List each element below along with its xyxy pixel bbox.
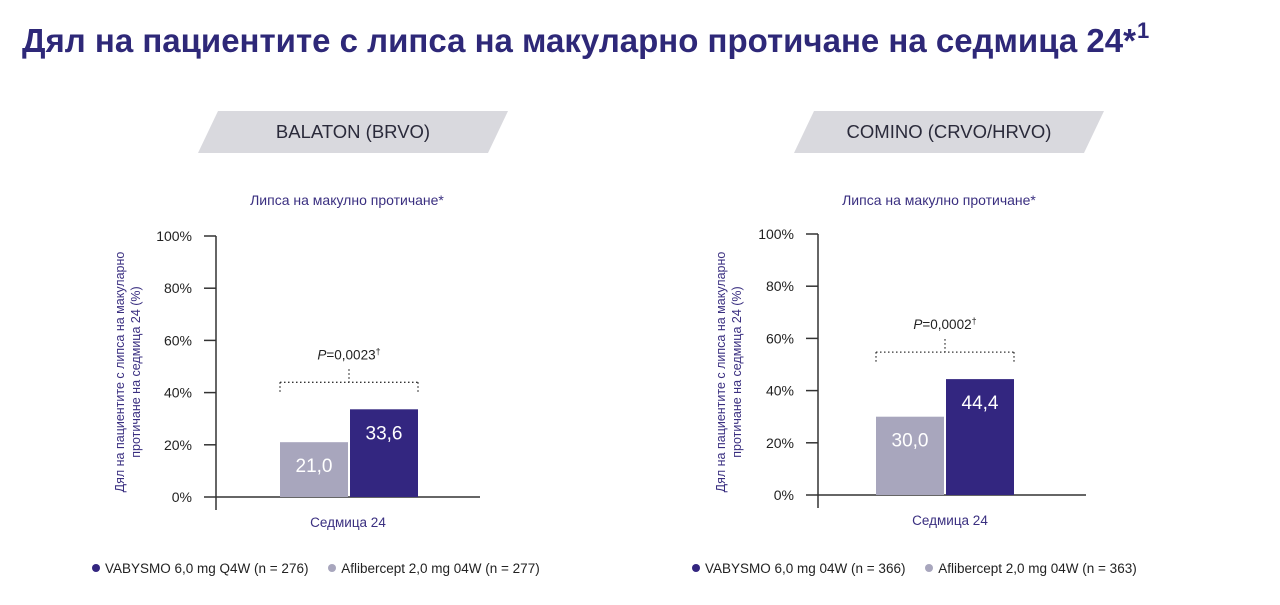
y-tick-label: 40% (766, 383, 794, 399)
p-value-label: P=0,0002† (913, 316, 976, 332)
bar-vabysmo (350, 409, 418, 497)
chart-title: Липса на макулно протичане* (250, 192, 444, 208)
study-banner: BALATON (BRVO) (198, 111, 508, 153)
bar-vabysmo (946, 379, 1014, 495)
page-title-text: Дял на пациентите с липса на макуларно п… (22, 22, 1136, 59)
y-tick-label: 100% (758, 226, 794, 242)
banner-label: COMINO (CRVO/HRVO) (846, 121, 1052, 142)
legend-swatch-vabysmo (92, 564, 100, 572)
legend-label-aflibercept: Aflibercept 2,0 mg 04W (n = 277) (341, 560, 540, 576)
legend-item-vabysmo: VABYSMO 6,0 mg 04W (n = 366) (692, 561, 905, 576)
bar-value-label: 33,6 (366, 423, 403, 444)
y-tick-label: 60% (164, 332, 192, 348)
banner-shape (794, 111, 1104, 153)
y-tick-label: 20% (164, 437, 192, 453)
legend-swatch-aflibercept (925, 564, 934, 572)
legend-label-vabysmo: VABYSMO 6,0 mg 04W (n = 366) (705, 560, 906, 576)
y-tick-label: 40% (164, 385, 192, 401)
legend-swatch-vabysmo (692, 564, 700, 572)
x-category-label: Седмица 24 (912, 513, 988, 528)
bar-value-label: 21,0 (296, 456, 333, 477)
legend-item-aflibercept: Aflibercept 2,0 mg 04W (n = 277) (328, 560, 540, 576)
legend-item-vabysmo: VABYSMO 6,0 mg Q4W (n = 276) (92, 561, 308, 576)
page-title-footnote: 1 (1136, 18, 1150, 43)
legend: VABYSMO 6,0 mg Q4W (n = 276) Aflibercept… (92, 560, 556, 576)
study-banner: COMINO (CRVO/HRVO) (794, 111, 1104, 153)
chart-title: Липса на макулно протичане* (842, 192, 1036, 208)
legend-swatch-aflibercept (328, 564, 337, 572)
legend-label-aflibercept: Aflibercept 2,0 mg 04W (n = 363) (938, 560, 1137, 576)
y-tick-label: 60% (766, 330, 794, 346)
bar-chart: 0% 20% 40% 60% 80% 100% 21,0 33,6 P=0,0023† Седми… (156, 228, 480, 530)
y-tick-label: 20% (766, 435, 794, 451)
y-tick-label: 0% (774, 487, 794, 503)
y-tick-label: 100% (156, 228, 192, 244)
legend-item-aflibercept: Aflibercept 2,0 mg 04W (n = 363) (925, 560, 1137, 576)
bar-value-label: 44,4 (962, 393, 999, 414)
p-value-label: P=0,0023† (317, 346, 380, 362)
legend-label-vabysmo: VABYSMO 6,0 mg Q4W (n = 276) (105, 560, 309, 576)
bar-chart: 0% 20% 40% 60% 80% 100% 30,0 44,4 P=0,0002† Седми… (758, 226, 1086, 528)
y-tick-label: 80% (766, 278, 794, 294)
page-title: Дял на пациентите с липса на макуларно п… (22, 18, 1272, 60)
y-tick-label: 80% (164, 280, 192, 296)
banner-shape (198, 111, 508, 153)
x-category-label: Седмица 24 (310, 515, 386, 530)
banner-label: BALATON (BRVO) (275, 121, 431, 142)
bar-value-label: 30,0 (892, 431, 929, 452)
panel-comino: COMINO (CRVO/HRVO) Липса на макулно прот… (600, 100, 1240, 605)
legend: VABYSMO 6,0 mg 04W (n = 366) Aflibercept… (692, 560, 1153, 576)
bar-aflibercept (280, 442, 348, 497)
panel-balaton: BALATON (BRVO) Липса на макулно протичан… (0, 100, 640, 605)
y-tick-label: 0% (172, 489, 192, 505)
bar-aflibercept (876, 416, 944, 495)
